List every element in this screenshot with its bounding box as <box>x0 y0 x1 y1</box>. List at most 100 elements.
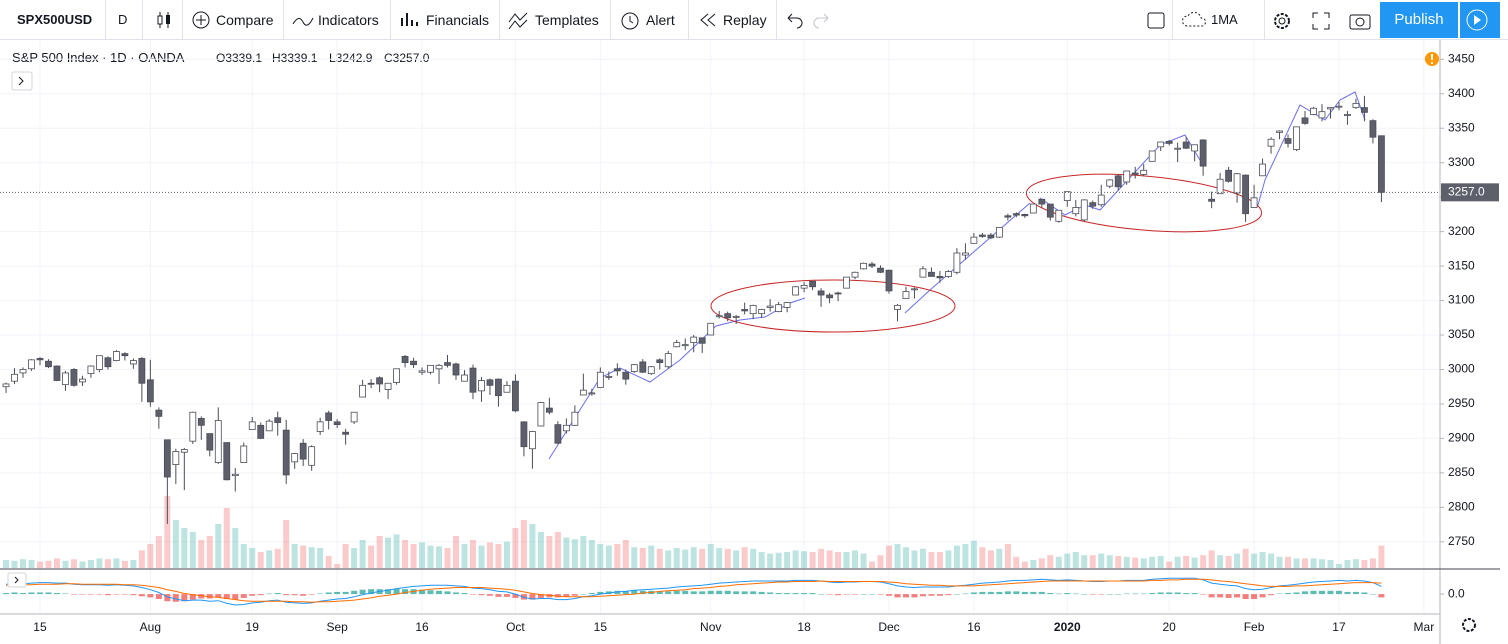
macd-histogram-bar <box>249 594 256 596</box>
candle-body <box>571 411 579 426</box>
volume-bar <box>419 542 426 568</box>
candle-body <box>1250 197 1258 208</box>
templates-button[interactable]: Templates <box>535 12 599 28</box>
candle-body <box>554 424 562 444</box>
macd-histogram-bar <box>970 592 977 595</box>
layout-name[interactable]: 1MA <box>1211 12 1238 27</box>
macd-histogram-bar <box>1378 594 1385 598</box>
candle-body <box>970 236 978 244</box>
macd-histogram-bar <box>512 594 519 598</box>
macd-histogram-bar <box>62 593 69 595</box>
indicators-button[interactable]: Indicators <box>318 12 379 28</box>
y-tick-label: 3450 <box>1448 51 1475 65</box>
volume-bar <box>240 544 247 568</box>
candle-body <box>978 234 986 237</box>
macd-histogram-bar <box>36 592 43 595</box>
macd-histogram-bar <box>758 591 765 595</box>
macd-histogram-bar <box>130 594 137 596</box>
macd-histogram-bar <box>317 593 324 595</box>
volume-bar <box>716 548 723 568</box>
candle-body <box>1097 194 1105 206</box>
macd-histogram-bar <box>843 594 850 595</box>
volume-bar <box>1081 555 1088 568</box>
volume-bar <box>673 548 680 568</box>
pane-collapse-button[interactable] <box>7 572 27 588</box>
y-tick-label: 3200 <box>1448 224 1475 238</box>
last-price-label: 3257.0 <box>1448 185 1485 199</box>
volume-bar <box>1335 564 1342 568</box>
compare-button[interactable]: Compare <box>216 12 274 28</box>
volume-bar <box>257 552 264 568</box>
replay-button[interactable]: Replay <box>723 12 767 28</box>
candle-body <box>1344 114 1351 116</box>
candle-body <box>928 271 935 277</box>
volume-bar <box>1208 550 1215 568</box>
interval[interactable]: D <box>118 12 128 27</box>
macd-histogram-bar <box>20 593 27 595</box>
macd-histogram-bar <box>588 593 595 595</box>
chart-style-icon[interactable] <box>155 10 173 30</box>
candle-body <box>146 379 154 403</box>
x-tick-label: Mar <box>1414 620 1435 634</box>
candle-body <box>53 365 61 381</box>
symbol[interactable]: SPX500USD <box>17 12 93 27</box>
macd-histogram-bar <box>87 594 94 595</box>
fullscreen-icon[interactable] <box>1310 10 1332 32</box>
indicators-icon[interactable] <box>291 10 315 30</box>
legend-low: L3242.9 <box>329 51 373 65</box>
candle-body <box>1140 169 1148 175</box>
volume-bar <box>351 548 358 568</box>
volume-bar <box>1149 556 1156 568</box>
macd-histogram-bar <box>1361 592 1368 595</box>
macd-line <box>5 577 1382 606</box>
alert-button[interactable]: Alert <box>646 12 675 28</box>
settings-icon[interactable] <box>1271 10 1293 32</box>
stream-button[interactable] <box>1460 0 1508 40</box>
macd-histogram-bar <box>665 591 672 595</box>
candle-body <box>826 294 833 299</box>
candle-body <box>800 284 808 289</box>
macd-histogram-bar <box>342 591 349 595</box>
volume-bar <box>1285 556 1292 568</box>
separator <box>390 0 391 40</box>
cloud-icon[interactable] <box>1181 10 1209 30</box>
candle-body <box>1335 105 1343 108</box>
volume-bar <box>699 548 706 568</box>
undo-redo[interactable] <box>784 10 832 30</box>
compare-icon[interactable] <box>191 10 211 30</box>
macd-layer <box>3 577 1385 606</box>
alert-icon[interactable] <box>619 10 641 32</box>
candle-body <box>843 276 850 289</box>
snapshot-icon[interactable] <box>1348 10 1372 32</box>
macd-histogram-bar <box>232 594 239 600</box>
volume-bar <box>724 548 731 568</box>
volume-bar <box>1302 558 1309 568</box>
macd-histogram-bar <box>546 594 553 598</box>
collapse-button[interactable] <box>11 71 33 91</box>
volume-bar <box>410 544 417 568</box>
macd-histogram-bar <box>1132 593 1139 595</box>
volume-bar <box>885 545 892 568</box>
publish-button[interactable]: Publish <box>1380 2 1458 38</box>
volume-bar <box>444 548 451 568</box>
candle-body <box>503 384 511 393</box>
candle-body <box>384 382 392 390</box>
financials-button[interactable]: Financials <box>426 12 490 28</box>
templates-icon[interactable] <box>507 10 531 32</box>
volume-bar <box>529 524 536 568</box>
replay-icon[interactable] <box>697 10 719 30</box>
candle-body <box>987 234 995 239</box>
macd-histogram-bar <box>1072 593 1079 595</box>
volume-bar <box>656 548 663 568</box>
macd-histogram-bar <box>1098 594 1105 595</box>
candle-body <box>410 360 417 366</box>
drawing-icon[interactable] <box>1146 10 1166 30</box>
macd-histogram-bar <box>206 594 213 599</box>
volume-bar <box>1013 556 1020 568</box>
candle-body <box>664 353 672 368</box>
macd-histogram-bar <box>835 594 842 596</box>
financials-icon[interactable] <box>399 10 421 30</box>
volume-bar <box>172 520 179 568</box>
axis-settings-icon[interactable] <box>1462 618 1476 632</box>
volume-bar <box>291 544 298 568</box>
